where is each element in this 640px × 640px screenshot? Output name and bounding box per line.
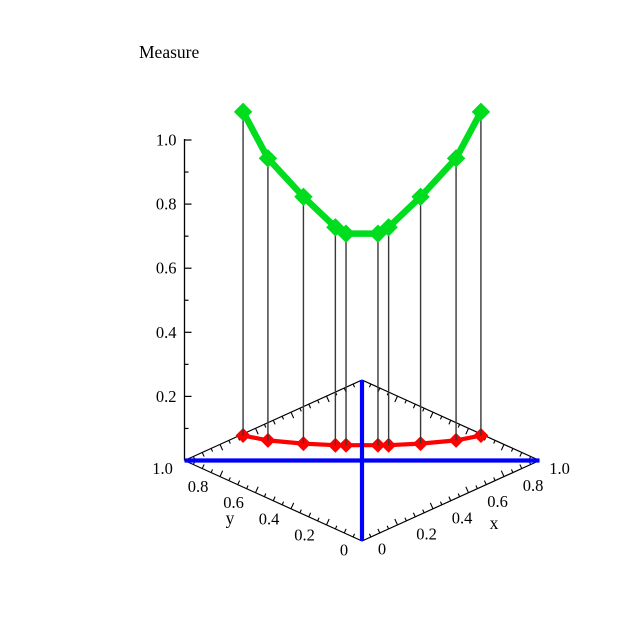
x-tick-label: 1.0 <box>549 459 570 478</box>
measure-marker <box>336 224 356 243</box>
measure-marker <box>258 149 278 168</box>
z-axis-label: Measure <box>139 42 199 62</box>
base-tick <box>457 424 461 428</box>
base-tick <box>404 517 407 522</box>
base-tick <box>290 411 295 419</box>
base-tick <box>299 407 302 412</box>
base-tick <box>325 395 330 403</box>
base-tick <box>272 420 276 425</box>
z-tick-label: 0.4 <box>156 323 177 342</box>
base-tick <box>352 533 356 538</box>
z-tick-label: 0.8 <box>156 195 177 214</box>
base-tick <box>210 448 214 452</box>
y-tick-label: 0.2 <box>294 525 315 544</box>
base-tick <box>343 528 347 534</box>
base-tick <box>352 383 356 388</box>
measure-line <box>240 110 484 237</box>
base-tick <box>201 464 205 469</box>
x-tick-label: 0.2 <box>416 524 437 543</box>
base-tick <box>308 403 312 409</box>
z-tick-label: 0.2 <box>156 387 177 406</box>
base-tick <box>254 486 259 493</box>
base-tick <box>493 477 496 481</box>
base-tick <box>263 493 267 497</box>
y-tick-label: 1.0 <box>152 459 173 478</box>
base-tick <box>422 509 425 514</box>
base-tick <box>429 411 434 419</box>
z-tick-label: 1.0 <box>156 131 177 150</box>
base-tick <box>439 415 443 420</box>
y-tick-label: 0 <box>340 541 348 560</box>
base-tick <box>412 512 416 518</box>
z-tick-label: 0.6 <box>156 259 177 278</box>
x-axis-name-label: x <box>490 513 499 533</box>
base-tick <box>272 496 276 501</box>
base-tick <box>404 399 407 404</box>
y-tick-label: 0.8 <box>188 477 209 496</box>
measure-marker <box>294 187 313 207</box>
base-tick <box>483 480 487 485</box>
base-tick <box>263 424 267 428</box>
base-tick <box>299 509 302 514</box>
measure-marker <box>446 149 466 168</box>
base-tick <box>465 428 470 435</box>
base-tick <box>201 452 205 457</box>
base-tick <box>448 496 452 501</box>
base-tick <box>394 518 399 526</box>
base-tick <box>368 383 372 388</box>
base-tick <box>228 477 231 481</box>
x-tick-label: 0.6 <box>487 492 508 511</box>
base-tick <box>429 502 434 510</box>
base-tick <box>457 493 461 497</box>
measure-marker <box>379 218 398 237</box>
base-tick <box>317 517 320 522</box>
base-tick <box>237 480 241 485</box>
y-tick-label: 0.4 <box>259 509 280 528</box>
base-tick <box>368 533 372 538</box>
base-tick <box>308 512 312 518</box>
x-tick-label: 0 <box>378 540 386 559</box>
measure-marker <box>233 102 253 122</box>
base-tick <box>377 528 381 534</box>
base-tick <box>475 485 478 489</box>
base-tick <box>210 469 214 473</box>
base-tick <box>254 428 259 435</box>
base-tick <box>334 525 338 530</box>
base-tick <box>246 485 249 489</box>
base-tick <box>317 399 320 404</box>
base-tick <box>290 502 295 510</box>
x-tick-label: 0.4 <box>452 508 473 527</box>
base-tick <box>493 440 496 444</box>
base-tick <box>412 403 416 409</box>
base-tick <box>465 486 470 493</box>
plot-layers: 0.2 0.4 0.6 0.8 1.0 0 0.2 0.4 0.6 0.8 1.0 0 0.2 0.4 0.… <box>152 102 570 560</box>
base-tick <box>281 501 285 506</box>
base-tick <box>510 469 514 473</box>
base-tick <box>394 395 399 403</box>
base-tick <box>281 415 285 420</box>
base-tick <box>500 444 505 451</box>
base-tick <box>439 501 443 506</box>
x-tick-label: 0.8 <box>523 476 544 495</box>
measure-marker <box>411 187 430 207</box>
base-tick <box>228 440 231 444</box>
base-tick <box>500 470 505 477</box>
measure-marker <box>471 102 491 122</box>
y-axis-name-label: y <box>226 508 235 528</box>
base-tick <box>519 464 523 469</box>
base-tick <box>219 444 224 451</box>
base-tick <box>422 407 425 412</box>
base-tick <box>219 470 224 477</box>
base-tick <box>386 525 390 530</box>
base-tick <box>519 452 523 457</box>
y-tick-label: 0.6 <box>223 493 244 512</box>
base-tick <box>448 420 452 425</box>
base-tick <box>325 518 330 526</box>
base-tick <box>510 448 514 452</box>
